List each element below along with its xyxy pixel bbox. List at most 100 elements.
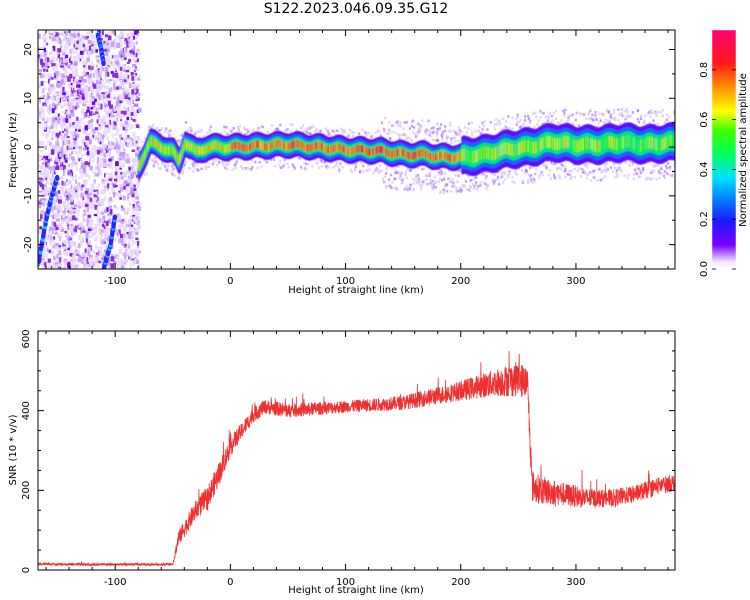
halo-speckle (454, 140, 457, 143)
noise-speckle (62, 99, 66, 102)
halo-speckle (341, 129, 344, 132)
halo-speckle (586, 162, 589, 166)
halo-speckle (439, 190, 443, 193)
halo-speckle (367, 164, 370, 167)
noise-speckle (117, 54, 120, 58)
halo-speckle (673, 163, 675, 167)
halo-speckle (602, 169, 605, 172)
noise-speckle (110, 109, 113, 112)
halo-speckle (442, 130, 445, 134)
noise-speckle (50, 144, 54, 148)
noise-speckle (119, 162, 122, 167)
noise-speckle (64, 208, 67, 211)
noise-speckle (95, 191, 98, 196)
halo-speckle (341, 165, 344, 169)
noise-speckle (72, 105, 76, 110)
halo-speckle (383, 180, 387, 184)
noise-speckle (63, 131, 66, 135)
noise-speckle (79, 90, 82, 95)
noise-speckle (127, 100, 132, 106)
halo-speckle (596, 179, 599, 182)
noise-speckle (90, 155, 93, 159)
noise-speckle (115, 161, 119, 166)
noise-speckle (88, 99, 92, 103)
noise-speckle (137, 182, 140, 188)
noise-speckle (128, 128, 131, 131)
noise-speckle (60, 186, 64, 190)
halo-speckle (452, 136, 455, 140)
halo-speckle (388, 178, 391, 181)
noise-speckle (80, 34, 83, 40)
noise-speckle (96, 139, 101, 143)
noise-speckle (75, 174, 78, 178)
noise-speckle (85, 207, 89, 213)
halo-speckle (225, 163, 228, 166)
noise-speckle (38, 177, 43, 180)
noise-speckle (133, 184, 136, 189)
noise-speckle (76, 99, 80, 105)
noise-speckle (128, 202, 132, 206)
noise-speckle (78, 40, 81, 45)
noise-speckle (90, 99, 95, 102)
noise-speckle (96, 91, 100, 97)
halo-speckle (483, 171, 486, 174)
noise-speckle (96, 264, 100, 268)
noise-speckle (63, 165, 66, 171)
halo-speckle (439, 169, 443, 173)
noise-speckle (105, 227, 110, 232)
noise-speckle (52, 45, 56, 52)
noise-speckle (81, 138, 86, 144)
noise-speckle (118, 254, 121, 258)
halo-speckle (257, 127, 260, 130)
halo-speckle (551, 162, 555, 166)
noise-speckle (51, 95, 55, 101)
halo-speckle (408, 127, 411, 130)
halo-speckle (286, 128, 289, 131)
noise-speckle (81, 184, 85, 188)
noise-speckle (131, 252, 134, 257)
noise-speckle (70, 40, 74, 44)
noise-speckle (63, 240, 67, 245)
noise-speckle (129, 41, 134, 45)
halo-speckle (435, 134, 438, 137)
noise-speckle (114, 83, 117, 87)
halo-speckle (504, 178, 507, 181)
noise-speckle (118, 238, 120, 244)
halo-speckle (251, 130, 254, 133)
noise-speckle (98, 127, 101, 131)
noise-speckle (105, 179, 108, 183)
halo-speckle (430, 185, 433, 188)
noise-speckle (45, 99, 50, 104)
halo-speckle (155, 160, 158, 163)
noise-speckle (75, 165, 78, 171)
noise-speckle (38, 33, 41, 39)
noise-speckle (79, 243, 83, 247)
noise-speckle (128, 38, 132, 43)
noise-speckle (55, 80, 58, 84)
noise-speckle (89, 158, 91, 164)
noise-speckle (137, 178, 141, 183)
noise-speckle (110, 97, 113, 102)
noise-speckle (83, 94, 86, 97)
noise-speckle (95, 86, 99, 89)
noise-speckle (67, 94, 71, 98)
halo-speckle (178, 177, 181, 181)
halo-speckle (420, 180, 423, 184)
halo-speckle (581, 168, 585, 171)
noise-speckle (59, 159, 64, 163)
halo-speckle (139, 146, 142, 149)
halo-speckle (398, 172, 401, 175)
halo-speckle (564, 108, 567, 112)
halo-speckle (431, 179, 434, 183)
noise-speckle (122, 156, 125, 161)
halo-speckle (145, 172, 148, 176)
halo-speckle (592, 119, 595, 122)
noise-speckle (123, 180, 127, 183)
noise-speckle (86, 264, 90, 267)
noise-speckle (131, 38, 134, 42)
noise-speckle (55, 126, 57, 131)
noise-speckle (96, 173, 99, 177)
noise-speckle (77, 260, 81, 263)
noise-speckle (134, 69, 136, 73)
halo-speckle (523, 171, 527, 175)
